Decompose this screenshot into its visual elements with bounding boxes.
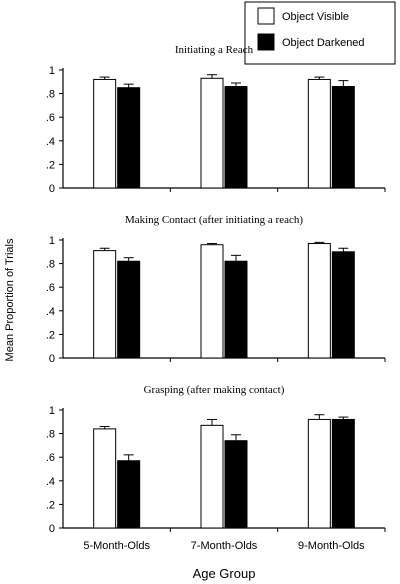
y-tick-label: 1: [49, 65, 55, 77]
chart-title: Initiating a Reach: [175, 44, 254, 56]
y-tick-label: 0: [49, 183, 55, 195]
bar: [224, 86, 248, 189]
bar: [93, 78, 117, 189]
x-tick-label: 5-Month-Olds: [83, 540, 150, 552]
x-axis-label: Age Group: [193, 566, 256, 581]
y-tick-label: .4: [46, 306, 55, 318]
bar: [331, 251, 355, 359]
bar: [117, 87, 141, 189]
y-tick-label: .8: [46, 89, 55, 101]
y-tick-label: .4: [46, 476, 55, 488]
legend-label: Object Darkened: [282, 37, 365, 49]
bar: [331, 418, 355, 529]
y-tick-label: .6: [46, 452, 55, 464]
chart-panel: Making Contact (after initiating a reach…: [46, 214, 386, 365]
bar: [200, 424, 224, 529]
y-tick-label: .2: [46, 159, 55, 171]
bar: [307, 418, 331, 529]
x-tick-label: 9-Month-Olds: [298, 540, 365, 552]
y-tick-label: .8: [46, 259, 55, 271]
x-tick-label: 7-Month-Olds: [191, 540, 258, 552]
y-tick-label: 0: [49, 353, 55, 365]
legend: Object Visible Object Darkened: [244, 1, 396, 65]
bar: [224, 260, 248, 359]
chart-panel: Grasping (after making contact) 0 .2 .4 .6 .8…: [46, 384, 386, 535]
y-tick-label: 1: [49, 235, 55, 247]
bar: [224, 440, 248, 529]
bar: [117, 260, 141, 359]
bar: [93, 428, 117, 529]
legend-label: Object Visible: [282, 11, 349, 23]
y-tick-label: .6: [46, 112, 55, 124]
bar: [307, 78, 331, 189]
chart-title: Making Contact (after initiating a reach…: [125, 214, 303, 226]
chart-title: Grasping (after making contact): [144, 384, 285, 396]
bar: [331, 86, 355, 189]
bar: [93, 250, 117, 359]
y-axis-label: Mean Proportion of Trials: [4, 238, 16, 361]
legend-swatch: [257, 33, 275, 51]
chart-panel: Initiating a Reach 0 .2 .4 .6 .8 1: [46, 44, 386, 195]
y-tick-label: .4: [46, 136, 55, 148]
bar: [117, 460, 141, 529]
bar: [200, 77, 224, 189]
y-tick-label: 0: [49, 523, 55, 535]
y-tick-label: .2: [46, 499, 55, 511]
bar: [200, 244, 224, 359]
y-tick-label: 1: [49, 405, 55, 417]
y-tick-label: .2: [46, 329, 55, 341]
y-tick-label: .6: [46, 282, 55, 294]
legend-swatch: [257, 7, 275, 25]
y-tick-label: .8: [46, 429, 55, 441]
bar: [307, 243, 331, 359]
